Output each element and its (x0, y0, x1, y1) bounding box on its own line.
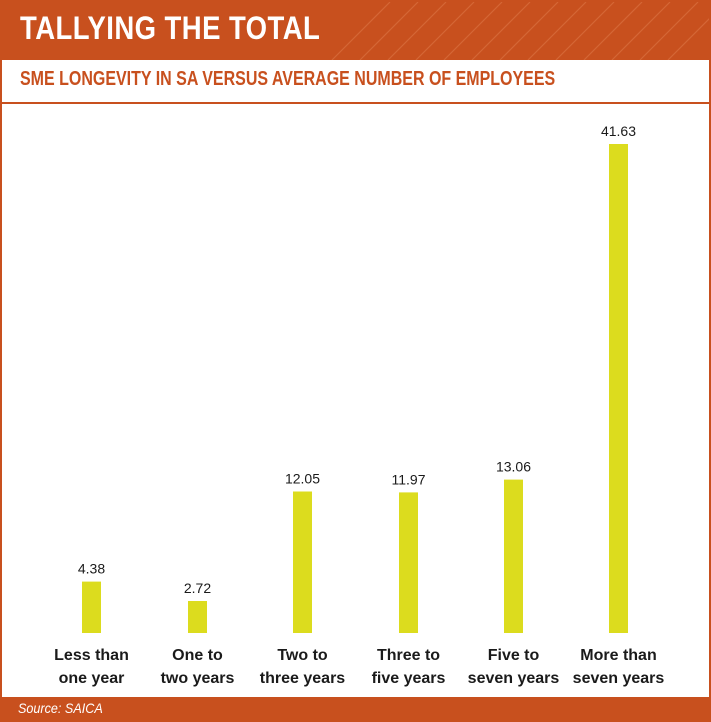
category-tick-label: five years (372, 670, 446, 687)
bar (609, 144, 628, 633)
page-title: TALLYING THE TOTAL (20, 10, 321, 46)
footer-bar: Source: SAICA (2, 697, 709, 720)
category-label-group: Less than one year One to two years Two to th… (54, 647, 664, 687)
bar (188, 601, 207, 633)
bar-value-label: 4.38 (78, 561, 105, 577)
chart-subtitle: SME LONGEVITY IN SA VERSUS AVERAGE NUMBE… (20, 68, 556, 90)
header-banner: TALLYING THE TOTAL (2, 2, 709, 60)
bar-value-label: 2.72 (184, 580, 211, 596)
header-stripes-decoration (331, 2, 709, 60)
category-tick-label: One to (172, 647, 223, 664)
category-tick-label: seven years (468, 670, 560, 687)
subtitle-divider (2, 102, 709, 104)
category-tick-label: Two to (277, 647, 328, 664)
category-tick-label: Less than (54, 647, 129, 664)
bar-value-label: 12.05 (285, 471, 320, 487)
category-tick-label: Five to (488, 647, 540, 664)
bar-group (82, 144, 628, 633)
value-label-group: 4.38 2.72 12.05 11.97 13.06 41.63 (78, 123, 636, 596)
source-note: Source: SAICA (18, 700, 103, 716)
bar (504, 479, 523, 633)
category-tick-label: three years (260, 670, 345, 687)
bar (399, 492, 418, 633)
category-tick-label: two years (161, 670, 235, 687)
bar-value-label: 41.63 (601, 123, 636, 139)
bar (82, 581, 101, 633)
bar (293, 491, 312, 633)
category-tick-label: Three to (377, 647, 440, 664)
category-tick-label: More than (580, 647, 656, 664)
category-tick-label: one year (59, 670, 125, 687)
bar-value-label: 13.06 (496, 459, 531, 475)
category-tick-label: seven years (573, 670, 665, 687)
bar-value-label: 11.97 (392, 471, 426, 487)
